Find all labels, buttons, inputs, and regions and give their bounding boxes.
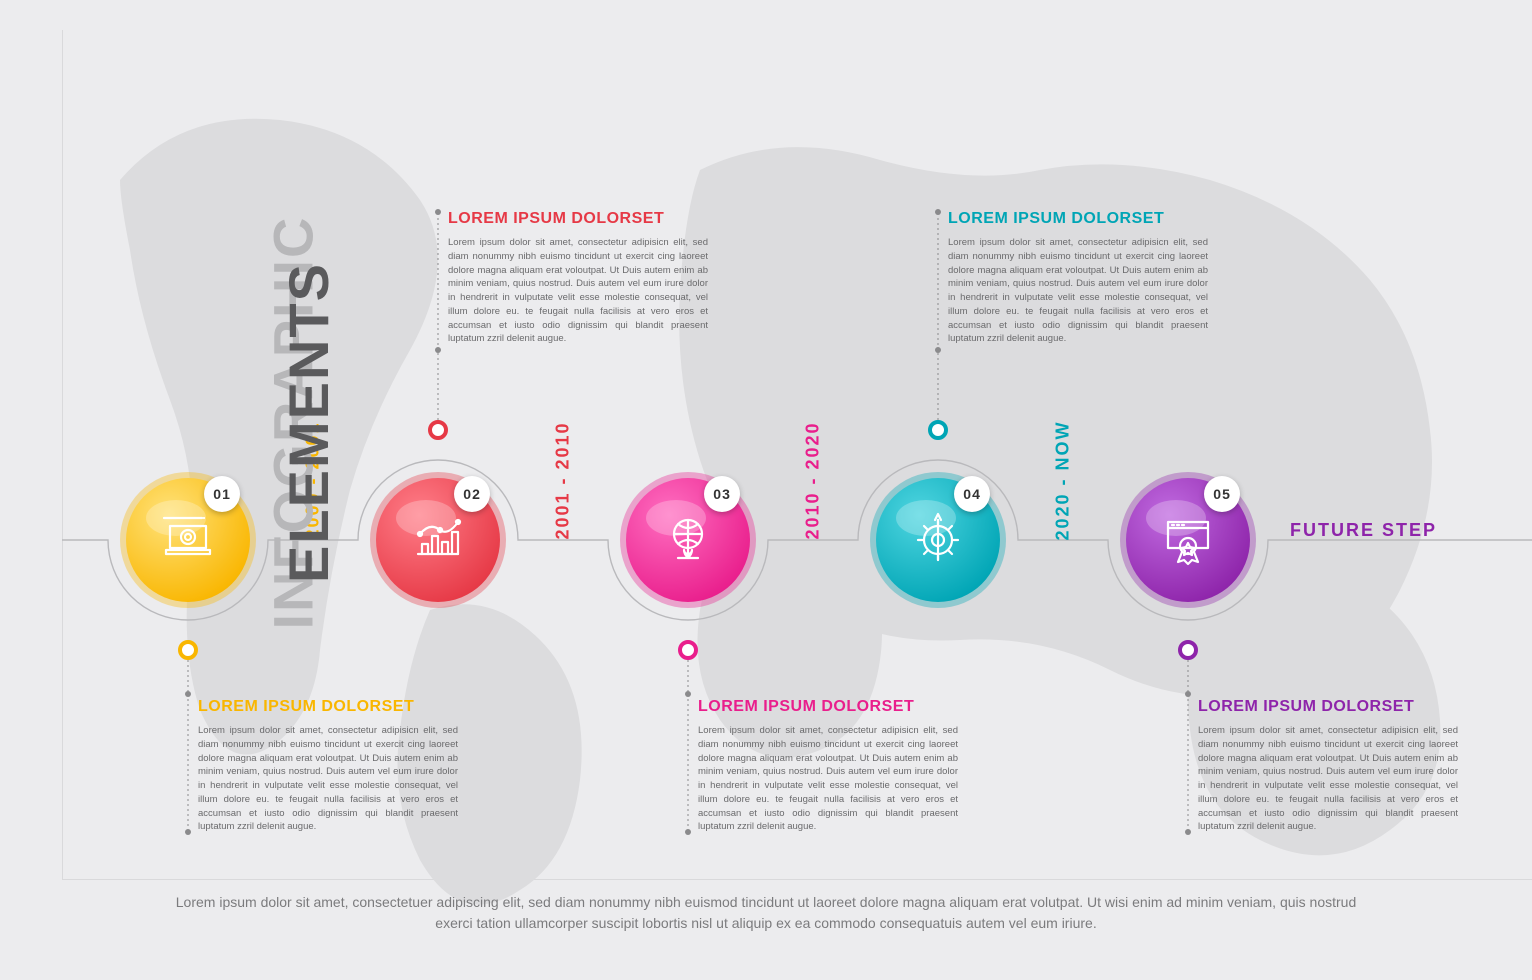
callout-title: LOREM IPSUM DOLORSET	[948, 210, 1208, 228]
node-number-badge: 02	[454, 476, 490, 512]
callout-ring	[680, 642, 696, 658]
callout-ring	[180, 642, 196, 658]
callout-body: Lorem ipsum dolor sit amet, consectetur …	[198, 724, 458, 834]
callout-block: LOREM IPSUM DOLORSET Lorem ipsum dolor si…	[698, 698, 958, 834]
callout-ring	[930, 422, 946, 438]
callout-body: Lorem ipsum dolor sit amet, consectetur …	[948, 236, 1208, 346]
year-range-label: 2010 - 2020	[803, 421, 824, 541]
callout-block: LOREM IPSUM DOLORSET Lorem ipsum dolor si…	[1198, 698, 1458, 834]
callout-title: LOREM IPSUM DOLORSET	[1198, 698, 1458, 716]
callout-title: LOREM IPSUM DOLORSET	[198, 698, 458, 716]
callout-block: LOREM IPSUM DOLORSET Lorem ipsum dolor si…	[448, 210, 708, 346]
title-line-2: ELEMENTS	[276, 262, 341, 583]
callout-body: Lorem ipsum dolor sit amet, consectetur …	[698, 724, 958, 834]
callout-title: LOREM IPSUM DOLORSET	[698, 698, 958, 716]
year-range-label: 2020 - NOW	[1053, 421, 1074, 541]
callout-block: LOREM IPSUM DOLORSET Lorem ipsum dolor si…	[198, 698, 458, 834]
node-number-badge: 04	[954, 476, 990, 512]
node-number-badge: 01	[204, 476, 240, 512]
callout-body: Lorem ipsum dolor sit amet, consectetur …	[448, 236, 708, 346]
node-number-badge: 05	[1204, 476, 1240, 512]
callout-ring	[1180, 642, 1196, 658]
year-range-label: 2001 - 2010	[553, 421, 574, 541]
callout-block: LOREM IPSUM DOLORSET Lorem ipsum dolor si…	[948, 210, 1208, 346]
callout-title: LOREM IPSUM DOLORSET	[448, 210, 708, 228]
callout-ring	[430, 422, 446, 438]
footer-text: Lorem ipsum dolor sit amet, consectetuer…	[0, 892, 1532, 934]
callout-body: Lorem ipsum dolor sit amet, consectetur …	[1198, 724, 1458, 834]
node-number-badge: 03	[704, 476, 740, 512]
future-step-label: FUTURE STEP	[1290, 520, 1437, 541]
